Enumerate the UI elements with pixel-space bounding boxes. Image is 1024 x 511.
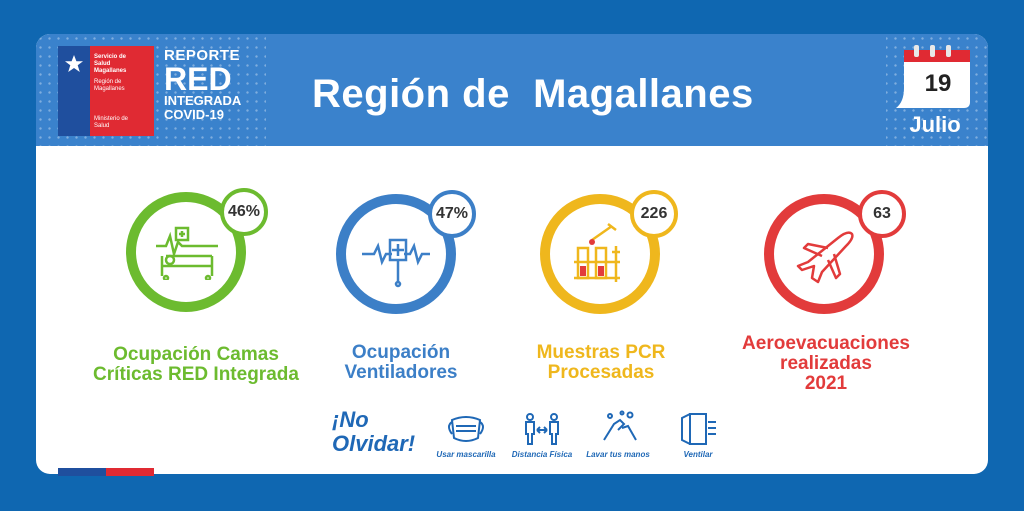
wash-hands-icon xyxy=(603,410,637,441)
calendar-icon: 19 xyxy=(896,45,970,108)
reminder-title: ¡No Olvidar! xyxy=(332,407,416,456)
reminder-label-ventilate: Ventilar xyxy=(683,450,713,459)
metric-value-badge: 226 xyxy=(630,190,678,238)
report-line-4: COVID-19 xyxy=(164,107,224,122)
header-center xyxy=(266,34,886,146)
chile-star-icon xyxy=(65,55,83,72)
metric-ring xyxy=(764,194,884,314)
reminder-label-wash: Lavar tus manos xyxy=(586,450,650,459)
metric-ring xyxy=(336,194,456,314)
ventilator-icon xyxy=(362,238,430,288)
logo-text-4: Región de xyxy=(94,79,122,85)
reminder-label-mask: Usar mascarilla xyxy=(436,450,496,459)
logo-text-7: Salud xyxy=(94,123,110,129)
flag-stripe-red xyxy=(106,468,154,476)
logo-text-2: Salud xyxy=(94,61,111,67)
test-tubes-icon xyxy=(574,223,620,282)
logo-text-3: Magallanes xyxy=(94,68,127,74)
report-card: Servicio de Salud Magallanes Región de M… xyxy=(36,34,988,474)
metric-value-badge: 47% xyxy=(428,190,476,238)
metric-value-badge: 46% xyxy=(220,188,268,236)
metric-label: Ocupación Camas Críticas RED Integrada xyxy=(93,344,299,385)
calendar-day: 19 xyxy=(925,70,952,97)
metric-label: Muestras PCR Procesadas xyxy=(536,342,666,383)
report-label: REPORTE RED INTEGRADA COVID-19 xyxy=(164,48,241,122)
distance-icon xyxy=(525,413,559,445)
logo-text-6: Ministerio de xyxy=(94,116,129,122)
calendar-month: Julio xyxy=(909,112,961,137)
flag-stripe-blue xyxy=(58,468,106,476)
report-line-3: INTEGRADA xyxy=(164,93,242,108)
window-icon xyxy=(681,413,716,445)
metric-label: Ocupación Ventiladores xyxy=(344,342,458,383)
government-logo: Servicio de Salud Magallanes Región de M… xyxy=(58,46,154,136)
logo-text-1: Servicio de xyxy=(94,54,127,60)
logo-text-5: Magallanes xyxy=(94,86,125,92)
metric-label: Aeroevacuaciones realizadas 2021 xyxy=(742,333,910,394)
mask-icon xyxy=(448,416,484,442)
hospital-bed-icon xyxy=(156,226,218,280)
report-line-1: REPORTE xyxy=(164,47,241,64)
metric-value-badge: 63 xyxy=(858,190,906,238)
report-line-2: RED xyxy=(164,61,232,97)
airplane-icon xyxy=(796,231,854,284)
page-title: Región de Magallanes xyxy=(312,72,754,116)
reminder-label-distance: Distancia Física xyxy=(511,450,573,459)
